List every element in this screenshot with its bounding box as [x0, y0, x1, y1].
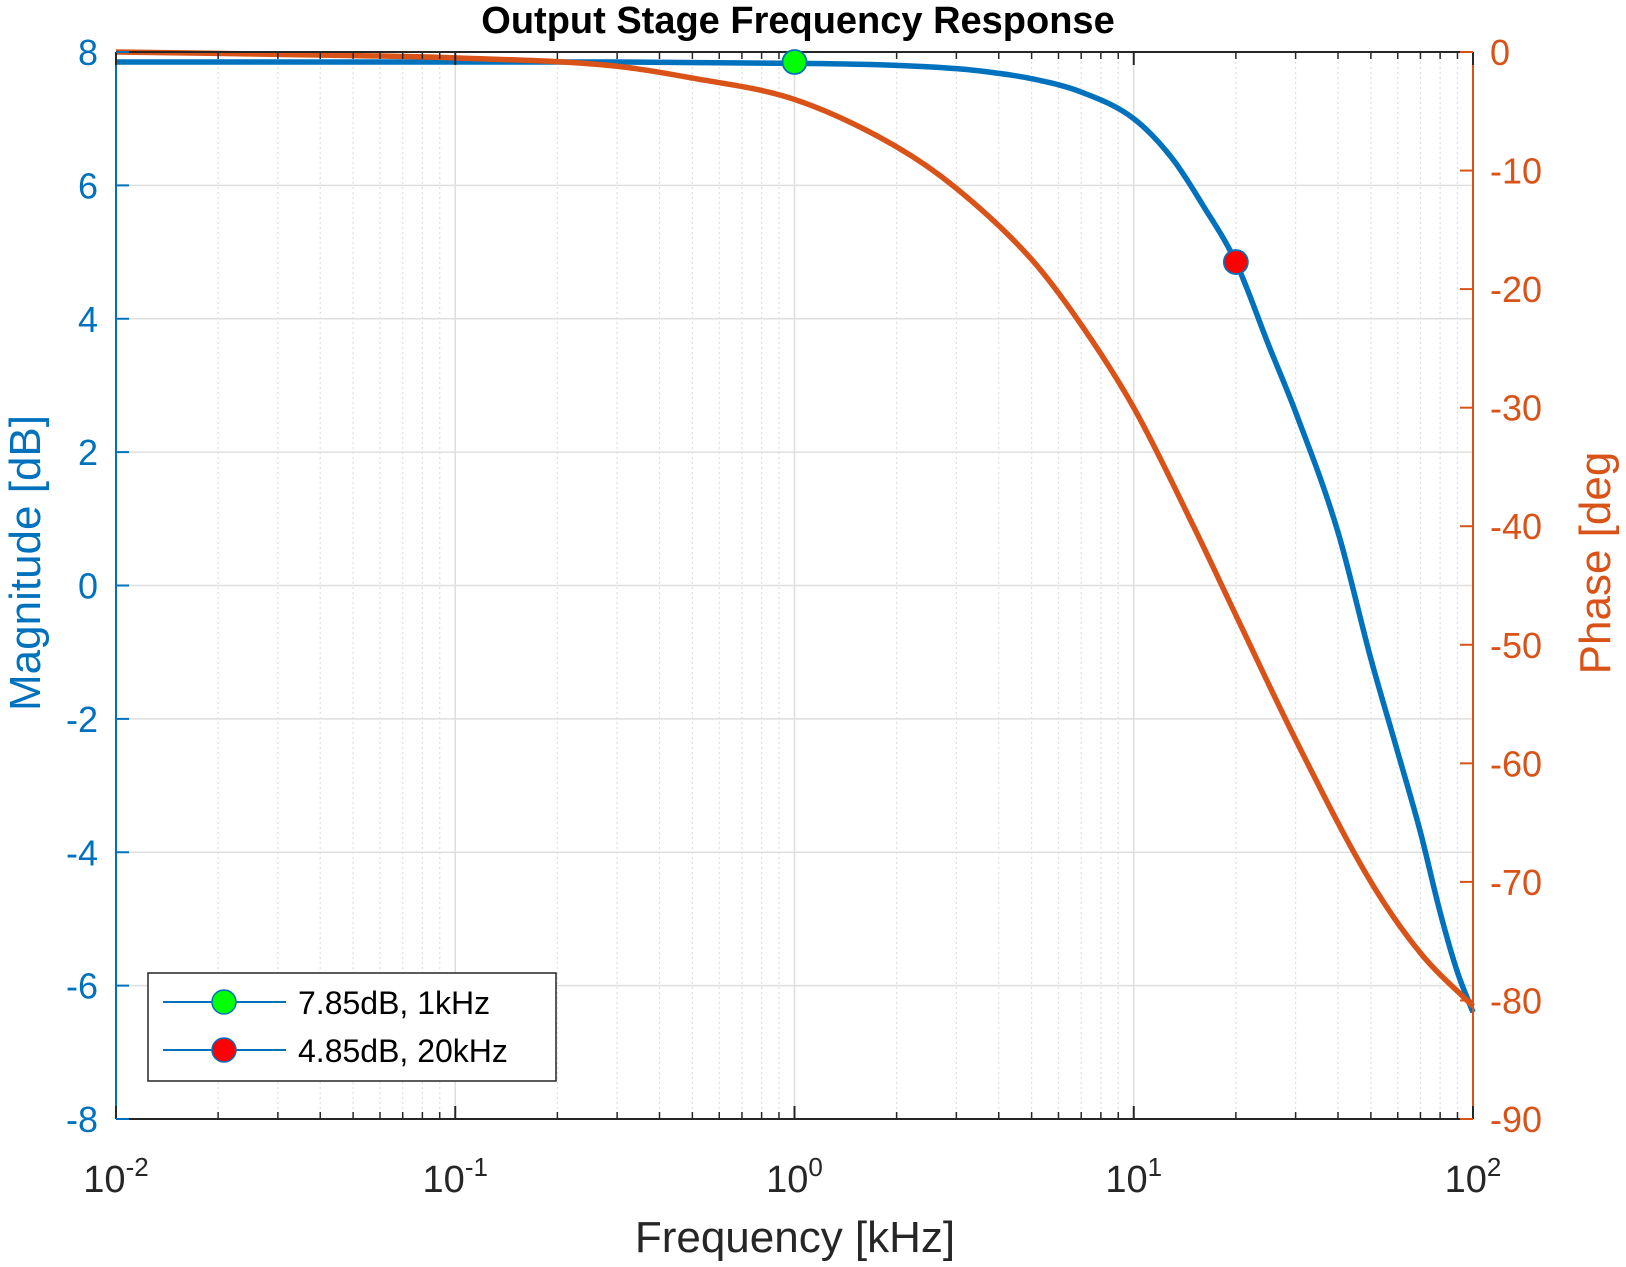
x-tick-label: 101 [1105, 1152, 1162, 1201]
plot-series [115, 49, 1476, 1014]
axes: 10-2 10-1 100 101 10286420-2-4-6-80-10-20-30… [66, 32, 1542, 1201]
magnitude-series-line [116, 59, 1476, 1014]
x-tick-label: 10-2 [83, 1152, 148, 1201]
y-axis-label-phase: Phase [deg [1571, 452, 1620, 675]
y-right-tick-label: -70 [1490, 862, 1542, 903]
marker-1kHz [781, 49, 808, 75]
legend-marker-red [211, 1037, 237, 1063]
y-right-tick-label: -60 [1490, 743, 1542, 784]
data-markers [781, 49, 1249, 275]
y-left-tick-label: 6 [78, 165, 98, 206]
y-left-tick-label: 8 [78, 32, 98, 73]
y-left-tick-label: -2 [66, 699, 98, 740]
y-left-tick-label: -8 [66, 1099, 98, 1140]
y-left-tick-label: -4 [66, 832, 98, 873]
legend: 7.85dB, 1kHz 4.85dB, 20kHz [147, 972, 557, 1082]
x-tick-label: 102 [1445, 1152, 1502, 1201]
y-right-tick-label: -20 [1490, 269, 1542, 310]
y-axis-label-magnitude: Magnitude [dB] [1, 415, 50, 711]
y-left-tick-label: 0 [78, 566, 98, 607]
y-right-tick-label: -90 [1490, 1099, 1542, 1140]
y-left-tick-label: 2 [78, 432, 98, 473]
legend-marker-green [211, 989, 237, 1015]
y-left-tick-label: -6 [66, 966, 98, 1007]
marker-20kHz [1222, 249, 1249, 275]
chart-title: Output Stage Frequency Response [481, 0, 1114, 42]
y-left-tick-label: 4 [78, 299, 98, 340]
phase-series-line [115, 49, 1475, 1009]
legend-label-1kHz: 7.85dB, 1kHz [298, 985, 490, 1021]
x-tick-label: 10-1 [423, 1152, 488, 1201]
y-right-tick-label: -80 [1490, 980, 1542, 1021]
x-tick-label: 100 [766, 1152, 823, 1201]
y-right-tick-label: -30 [1490, 388, 1542, 429]
x-axis-label: Frequency [kHz] [635, 1213, 955, 1262]
y-right-tick-label: -50 [1490, 625, 1542, 666]
y-right-tick-label: -10 [1490, 151, 1542, 192]
y-right-tick-label: 0 [1490, 32, 1510, 73]
legend-label-20kHz: 4.85dB, 20kHz [298, 1033, 508, 1069]
y-right-tick-label: -40 [1490, 506, 1542, 547]
legend-box [147, 972, 557, 1082]
